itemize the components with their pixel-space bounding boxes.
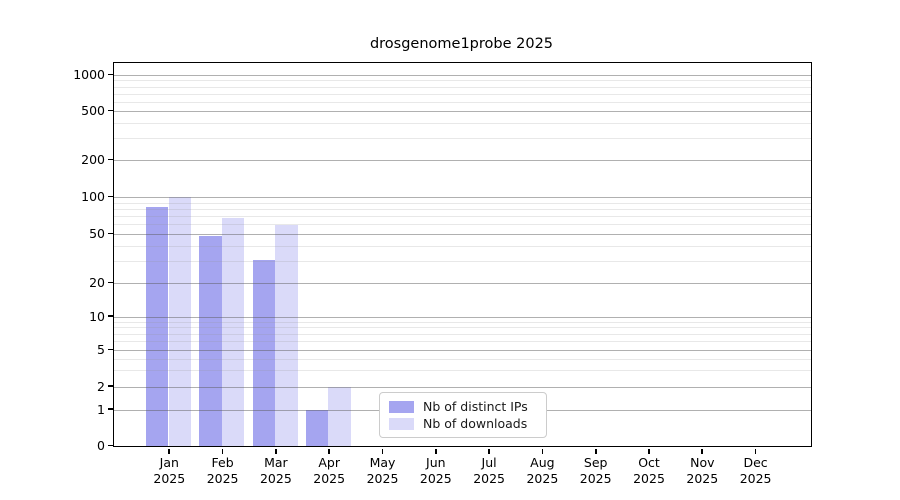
- y-tick-mark-20: [108, 281, 113, 284]
- y-tick-label-500: 500: [81, 103, 105, 118]
- major-gridline-20: [114, 283, 811, 284]
- legend-swatch-distinct-ips: [389, 400, 414, 413]
- x-tick-mark-jul: [488, 448, 490, 454]
- x-tick-label-jul: Jul 2025: [473, 455, 505, 486]
- bar-downloads-jan: [168, 197, 192, 446]
- bar-distinct-ips-mar: [252, 259, 276, 446]
- major-gridline-100: [114, 197, 811, 198]
- x-tick-mark-oct: [648, 448, 650, 454]
- minor-gridline-60: [114, 224, 811, 226]
- minor-gridline-7: [114, 333, 811, 335]
- grid-layer: [114, 63, 811, 446]
- y-tick-label-1000: 1000: [73, 67, 105, 82]
- minor-gridline-400: [114, 122, 811, 124]
- minor-gridline-80: [114, 208, 811, 210]
- major-gridline-2: [114, 386, 811, 388]
- minor-gridline-800: [114, 86, 811, 88]
- legend-label-distinct-ips: Nb of distinct IPs: [423, 399, 528, 414]
- x-tick-label-sep: Sep 2025: [579, 455, 612, 486]
- bar-distinct-ips-apr: [305, 409, 329, 446]
- y-tick-mark-0: [108, 444, 113, 447]
- bars-layer: [114, 63, 811, 446]
- minor-gridline-30: [114, 261, 811, 263]
- x-tick-label-feb: Feb 2025: [206, 455, 239, 486]
- plot-area: [113, 62, 812, 447]
- y-tick-label-20: 20: [89, 275, 105, 290]
- y-tick-mark-10: [108, 315, 113, 317]
- major-gridline-50: [114, 234, 811, 235]
- y-tick-label-200: 200: [81, 152, 105, 167]
- y-tick-mark-100: [108, 195, 113, 198]
- y-tick-mark-1: [108, 408, 113, 410]
- major-gridline-10: [114, 316, 811, 318]
- x-tick-label-dec: Dec 2025: [739, 455, 772, 486]
- y-tick-mark-2: [108, 385, 113, 387]
- y-tick-mark-50: [108, 232, 113, 235]
- major-gridline-200: [114, 160, 811, 161]
- x-tick-label-aug: Aug 2025: [526, 455, 559, 486]
- minor-gridline-700: [114, 93, 811, 95]
- x-tick-mark-may: [381, 448, 384, 454]
- minor-gridline-3: [114, 370, 811, 372]
- minor-gridline-70: [114, 216, 811, 218]
- y-tick-label-2: 2: [97, 378, 105, 394]
- bar-distinct-ips-jan: [145, 206, 169, 446]
- x-tick-mark-aug: [541, 448, 544, 454]
- chart-legend: Nb of distinct IPs Nb of downloads: [379, 392, 547, 438]
- x-tick-label-jan: Jan 2025: [153, 455, 186, 486]
- bar-downloads-feb: [221, 217, 245, 446]
- minor-gridline-300: [114, 138, 811, 140]
- y-tick-mark-1000: [108, 73, 113, 76]
- x-tick-mark-dec: [754, 448, 757, 454]
- x-tick-mark-sep: [594, 448, 597, 454]
- y-tick-mark-200: [108, 158, 113, 161]
- minor-gridline-40: [114, 245, 811, 247]
- major-gridline-1000: [114, 75, 811, 76]
- minor-gridline-900: [114, 80, 811, 82]
- x-tick-label-may: May 2025: [366, 455, 399, 486]
- chart-title: drosgenome1probe 2025: [369, 36, 554, 52]
- x-tick-mark-mar: [275, 448, 277, 454]
- x-tick-label-nov: Nov 2025: [686, 455, 719, 486]
- x-tick-label-jun: Jun 2025: [419, 455, 452, 486]
- legend-swatch-downloads: [389, 417, 414, 430]
- major-gridline-500: [114, 111, 811, 112]
- major-gridline-5: [114, 350, 811, 351]
- legend-item-distinct-ips: Nb of distinct IPs: [389, 398, 537, 415]
- bar-downloads-mar: [275, 225, 298, 446]
- minor-gridline-6: [114, 341, 811, 343]
- x-tick-mark-feb: [221, 448, 224, 454]
- x-tick-label-mar: Mar 2025: [259, 455, 292, 486]
- minor-gridline-9: [114, 321, 811, 323]
- minor-gridline-4: [114, 358, 811, 360]
- x-tick-label-oct: Oct 2025: [633, 455, 665, 486]
- legend-item-downloads: Nb of downloads: [389, 415, 537, 432]
- y-tick-label-5: 5: [97, 342, 105, 357]
- x-tick-mark-jun: [434, 448, 437, 454]
- bar-downloads-apr: [328, 386, 351, 446]
- legend-label-downloads: Nb of downloads: [423, 416, 528, 431]
- y-tick-label-10: 10: [89, 308, 105, 324]
- x-tick-label-apr: Apr 2025: [313, 455, 346, 486]
- x-tick-mark-nov: [701, 448, 704, 454]
- x-tick-mark-apr: [328, 448, 331, 454]
- y-tick-label-0: 0: [97, 438, 105, 453]
- y-tick-label-50: 50: [89, 226, 105, 241]
- minor-gridline-600: [114, 101, 811, 103]
- minor-gridline-90: [114, 202, 811, 204]
- bar-distinct-ips-feb: [199, 236, 222, 446]
- y-tick-mark-500: [108, 109, 113, 112]
- minor-gridline-8: [114, 327, 811, 329]
- x-tick-mark-jan: [168, 448, 171, 454]
- y-tick-mark-5: [108, 348, 113, 351]
- y-tick-label-100: 100: [81, 189, 105, 204]
- y-tick-label-1: 1: [97, 401, 105, 417]
